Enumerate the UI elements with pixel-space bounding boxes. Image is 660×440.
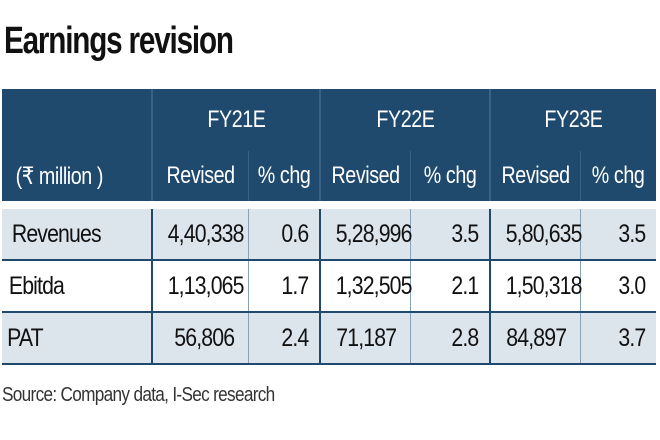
table-cell: 84,897 — [489, 312, 580, 365]
column-header-row: (₹ million ) Revised % chg Revised % chg… — [2, 151, 656, 201]
table-row: PAT 56,806 2.4 71,187 2.8 84,897 3.7 — [2, 312, 656, 365]
table-row: Revenues 4,40,338 0.6 5,28,996 3.5 5,80,… — [2, 209, 656, 261]
header-blank-cell — [2, 89, 152, 151]
header-gap — [2, 201, 656, 209]
table-cell: 5,28,996 — [319, 209, 412, 261]
table-cell: 2.8 — [409, 312, 490, 365]
table-cell: 71,187 — [319, 312, 410, 365]
year-header-fy21e: FY21E — [151, 89, 320, 151]
year-header-fy23e: FY23E — [489, 89, 656, 151]
year-header-fy22e: FY22E — [319, 89, 490, 151]
col-header-revised: Revised — [489, 151, 580, 201]
source-note: Source: Company data, I-Sec research — [2, 384, 275, 406]
table-cell: 3.7 — [579, 312, 656, 365]
year-header-row: FY21E FY22E FY23E — [2, 89, 656, 151]
row-label-ebitda: Ebitda — [2, 260, 152, 313]
table-cell: 2.4 — [247, 312, 320, 365]
table-cell: 3.5 — [409, 209, 490, 261]
row-label-pat: PAT — [2, 312, 152, 365]
page-title: Earnings revision — [4, 20, 234, 62]
table-cell: 1,13,065 — [151, 260, 248, 313]
col-header-pct-chg: % chg — [409, 151, 490, 201]
earnings-revision-table: FY21E FY22E FY23E (₹ million ) Revised %… — [2, 89, 656, 365]
col-header-revised: Revised — [151, 151, 248, 201]
table-cell: 0.6 — [247, 209, 320, 261]
table-cell: 3.5 — [579, 209, 656, 261]
table-cell: 2.1 — [409, 260, 490, 313]
table-cell: 56,806 — [151, 312, 248, 365]
row-label-revenues: Revenues — [2, 209, 152, 261]
col-header-pct-chg: % chg — [579, 151, 656, 201]
table-cell: 1,32,505 — [319, 260, 412, 313]
table-row: Ebitda 1,13,065 1.7 1,32,505 2.1 1,50,31… — [2, 260, 656, 313]
table-cell: 3.0 — [579, 260, 656, 313]
table-cell: 5,80,635 — [489, 209, 582, 261]
table-cell: 1.7 — [247, 260, 320, 313]
table-cell: 1,50,318 — [489, 260, 582, 313]
col-header-revised: Revised — [319, 151, 410, 201]
col-header-pct-chg: % chg — [247, 151, 320, 201]
table-cell: 4,40,338 — [151, 209, 248, 261]
unit-label: (₹ million ) — [2, 151, 152, 201]
